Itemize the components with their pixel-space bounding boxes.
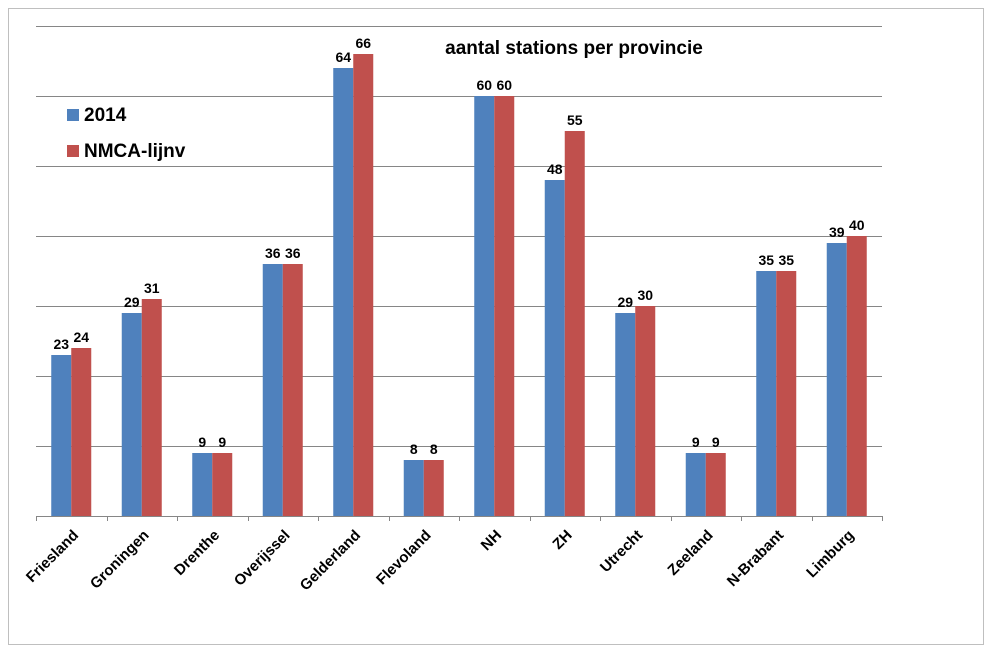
x-tick-label: Zeeland (664, 527, 716, 579)
bar-utrecht-2014 (615, 313, 636, 516)
data-label: 55 (567, 112, 583, 128)
data-label: 60 (496, 77, 512, 93)
bar-drenthe-2014 (192, 453, 213, 516)
data-label: 8 (430, 441, 438, 457)
bar-drenthe-nmca-lijnv (212, 453, 233, 516)
data-label: 35 (758, 252, 774, 268)
data-label: 23 (53, 336, 69, 352)
data-label: 60 (476, 77, 492, 93)
chart-title: aantal stations per provincie (445, 38, 703, 59)
data-label: 9 (218, 434, 226, 450)
data-label: 30 (637, 287, 653, 303)
data-label: 64 (335, 49, 351, 65)
data-label: 39 (829, 224, 845, 240)
bars (51, 54, 867, 516)
bar-zh-nmca-lijnv (564, 131, 585, 516)
data-label: 36 (285, 245, 301, 261)
bar-groningen-2014 (121, 313, 142, 516)
data-label: 9 (692, 434, 700, 450)
legend-label-2014: 2014 (84, 105, 127, 126)
x-tick-label: Limburg (803, 527, 857, 581)
bar-limburg-2014 (826, 243, 847, 516)
bar-nh-nmca-lijnv (494, 96, 515, 516)
bar-n-brabant-2014 (756, 271, 777, 516)
data-label: 9 (712, 434, 720, 450)
bar-zh-2014 (544, 180, 565, 516)
legend-swatch-2014 (67, 109, 79, 121)
x-tick-label: Gelderland (297, 527, 364, 594)
legend-label-nmca-lijnv: NMCA-lijnv (84, 141, 186, 162)
data-label: 35 (778, 252, 794, 268)
bar-overijssel-2014 (262, 264, 283, 516)
bar-friesland-nmca-lijnv (71, 348, 92, 516)
data-label: 66 (355, 35, 371, 51)
x-tick-labels: Friesland Groningen Drenthe Overijssel Gelde… (23, 527, 858, 594)
x-tick-label: Drenthe (171, 527, 223, 579)
bar-limburg-nmca-lijnv (846, 236, 867, 516)
bar-zeeland-nmca-lijnv (705, 453, 726, 516)
x-tick-label: ZH (549, 527, 575, 553)
x-tick-label: Flevoland (373, 527, 435, 589)
bar-gelderland-2014 (333, 68, 354, 516)
data-label: 9 (198, 434, 206, 450)
legend: 2014 NMCA-lijnv (67, 105, 186, 162)
data-label: 48 (547, 161, 563, 177)
bar-flevoland-2014 (403, 460, 424, 516)
bar-nh-2014 (474, 96, 495, 516)
legend-swatch-nmca-lijnv (67, 145, 79, 157)
bar-zeeland-2014 (685, 453, 706, 516)
x-tick-label: Friesland (23, 527, 82, 586)
bar-friesland-2014 (51, 355, 72, 516)
gridlines (36, 26, 882, 447)
data-label: 24 (73, 329, 89, 345)
data-label: 40 (849, 217, 865, 233)
data-label: 29 (124, 294, 140, 310)
bar-utrecht-nmca-lijnv (635, 306, 656, 516)
data-label: 36 (265, 245, 281, 261)
bar-gelderland-nmca-lijnv (353, 54, 374, 516)
x-axis (36, 516, 883, 521)
x-tick-label: Overijssel (231, 527, 294, 590)
x-tick-label: Utrecht (597, 527, 646, 576)
bar-overijssel-nmca-lijnv (282, 264, 303, 516)
data-label: 29 (617, 294, 633, 310)
data-label: 31 (144, 280, 160, 296)
x-tick-label: N-Brabant (724, 527, 787, 590)
bar-n-brabant-nmca-lijnv (776, 271, 797, 516)
x-tick-label: NH (478, 527, 505, 554)
data-label: 8 (410, 441, 418, 457)
bar-groningen-nmca-lijnv (141, 299, 162, 516)
x-tick-label: Groningen (87, 527, 153, 593)
bar-flevoland-nmca-lijnv (423, 460, 444, 516)
